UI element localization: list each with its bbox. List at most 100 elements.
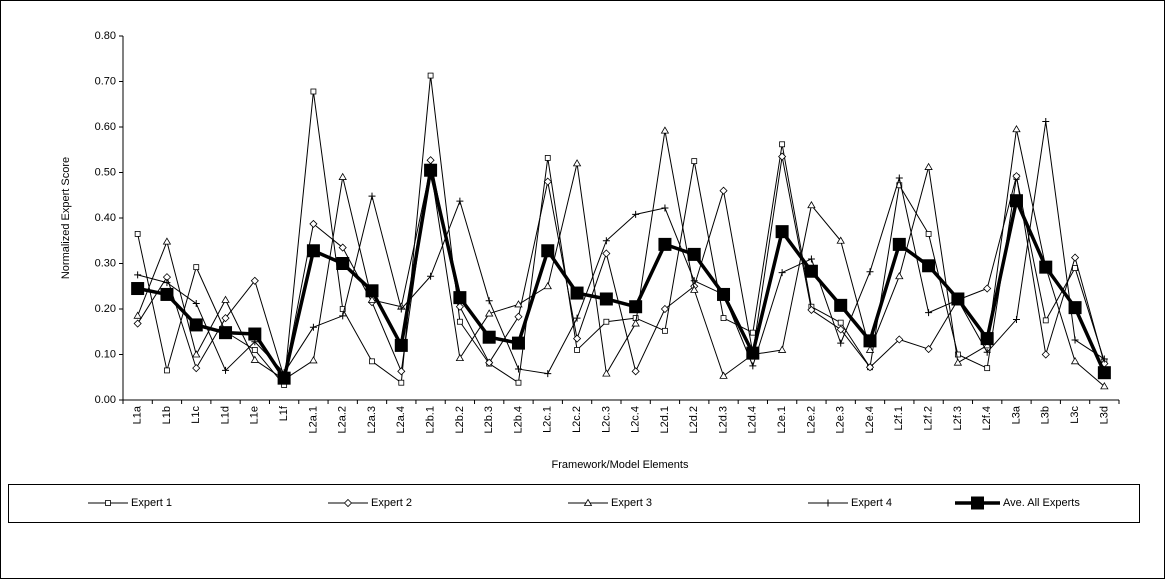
data-point [455,353,465,362]
data-point [574,347,580,353]
data-point [807,200,816,209]
data-point [865,363,875,372]
data-point [951,292,965,306]
data-point [954,351,961,358]
data-point [310,88,317,95]
x-tick-label: L2b.3 [483,406,495,434]
legend-marker [343,498,353,508]
data-point [1071,336,1079,344]
data-point [719,371,728,379]
data-point [1100,355,1108,363]
data-point [193,264,200,271]
x-tick-label: L2e.2 [805,406,817,434]
data-point [599,292,613,306]
y-axis-label: Normalized Expert Score [60,157,72,279]
data-point [277,371,291,385]
data-point [514,300,523,308]
x-tick-label: L2b.1 [424,406,436,434]
data-point [511,336,525,350]
data-point [1070,357,1080,365]
data-point [603,318,610,325]
data-point [1097,366,1111,380]
data-point [1009,194,1023,208]
data-point [631,319,640,327]
data-point [338,172,347,180]
data-point [629,300,643,314]
data-point [1012,172,1021,181]
data-point [925,231,932,237]
y-tick-label: 0.40 [95,212,116,224]
y-tick-label: 0.10 [95,348,116,360]
data-point [749,362,757,370]
data-point [338,243,347,252]
data-point [250,276,259,285]
x-tick-label: L2c.2 [571,406,583,433]
legend-box [8,484,1140,523]
y-tick-label: 0.50 [95,166,116,178]
data-point [369,358,375,365]
data-point [687,247,701,261]
x-tick-label: L2b.2 [454,406,466,434]
data-point [720,315,727,322]
data-point [248,327,262,341]
data-point [631,367,640,376]
data-point [453,291,467,305]
x-tick-label: L3a [1010,405,1022,424]
data-point [573,314,581,322]
data-point [690,277,698,285]
data-point [219,326,233,340]
data-point [924,344,933,354]
x-tick-label: L2f.2 [922,406,934,430]
x-tick-label: L2f.3 [952,406,964,430]
data-point [632,210,640,218]
x-tick-label: L1a [132,405,144,424]
data-point [339,312,347,320]
legend-marker [971,496,984,510]
data-point [661,204,669,212]
data-point [660,126,670,134]
data-point [746,346,760,360]
x-tick-label: L3c [1069,406,1081,424]
data-point [336,257,350,270]
data-point [482,330,496,344]
x-tick-label: L2e.1 [776,406,788,434]
data-point [572,159,582,167]
y-tick-label: 0.30 [95,257,116,269]
data-point [309,219,318,228]
data-point [602,249,611,258]
data-point [544,155,551,161]
legend-marker [105,500,111,506]
data-point [250,355,260,363]
data-point [192,350,201,358]
x-tick-label: L2a.3 [366,406,378,434]
data-point [1012,315,1020,323]
data-point [717,287,731,301]
data-point [1041,350,1050,359]
data-point [837,319,844,326]
data-point [163,279,171,287]
data-point [162,237,172,245]
data-point [514,365,522,373]
data-point [922,259,936,273]
data-point [397,367,406,376]
data-point [164,367,170,374]
y-tick-label: 0.00 [95,394,116,406]
data-point [339,306,346,312]
data-point [397,305,405,313]
data-point [1100,382,1109,390]
data-point [602,369,611,377]
data-point [983,348,991,356]
y-tick-label: 0.80 [95,30,116,42]
legend-marker [583,498,593,506]
data-point [515,379,522,386]
data-point [365,284,379,298]
x-tick-label: L2c.4 [630,406,642,433]
x-tick-label: L2a.1 [307,406,319,434]
x-tick-label: L2d.1 [659,406,671,434]
data-point [863,334,877,348]
x-tick-label: L1f [278,405,290,421]
data-point [572,334,582,343]
y-tick-label: 0.60 [95,121,116,133]
legend-label: Ave. All Experts [1003,497,1080,509]
